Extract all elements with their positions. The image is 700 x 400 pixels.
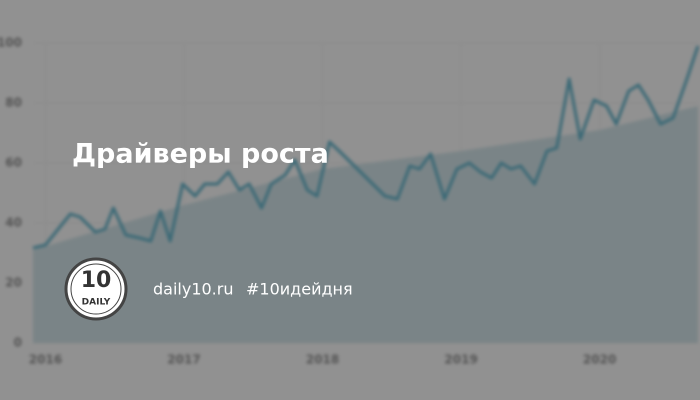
hashtag: #10идейдня [246, 280, 353, 299]
site: daily10.ru [153, 280, 233, 299]
logo-word: DAILY [82, 298, 111, 308]
logo-circle [64, 257, 128, 321]
logo-number: 10 [81, 268, 112, 293]
logo-ring [70, 263, 122, 315]
title: Драйверы роста [72, 139, 329, 170]
